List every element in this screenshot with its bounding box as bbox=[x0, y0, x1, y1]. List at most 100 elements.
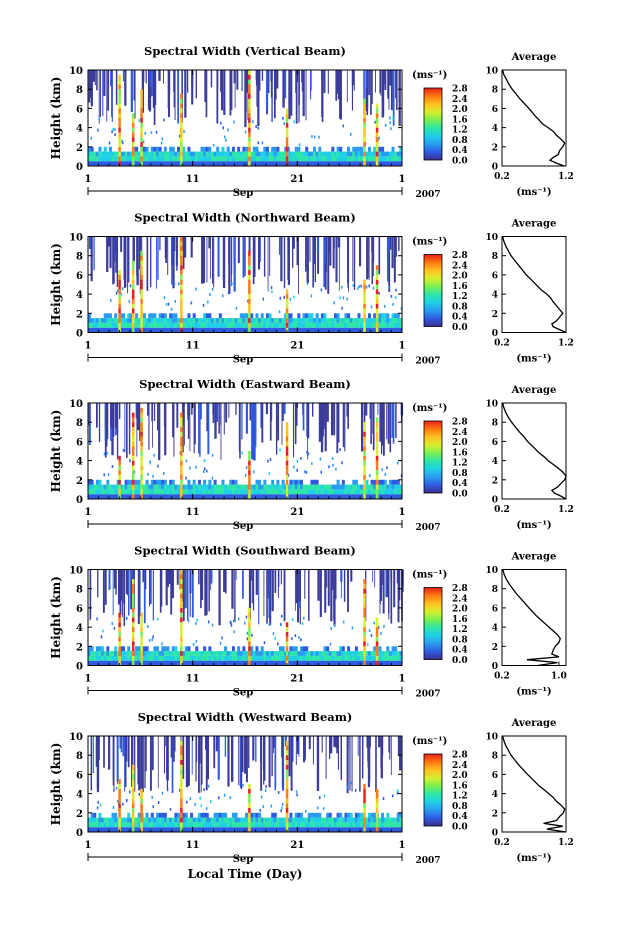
heatmap-cell bbox=[163, 156, 167, 162]
heatmap-cell bbox=[307, 318, 311, 323]
heatmap-cell bbox=[285, 651, 289, 656]
heatmap-cell bbox=[279, 156, 283, 162]
heatmap-cell bbox=[399, 827, 403, 832]
heatmap-cell bbox=[161, 484, 165, 490]
heatmap-cell bbox=[245, 817, 249, 823]
heatmap-cell bbox=[292, 318, 296, 323]
heatmap-cell bbox=[182, 322, 186, 328]
heatmap-cell bbox=[276, 822, 280, 828]
heatmap-cell bbox=[145, 318, 149, 323]
heatmap-cell bbox=[242, 161, 246, 166]
heatmap-cell bbox=[248, 279, 251, 285]
heatmap-cell bbox=[375, 313, 379, 319]
heatmap-cell bbox=[131, 161, 135, 166]
heatmap-cell bbox=[281, 655, 285, 661]
heatmap-cell bbox=[224, 322, 228, 328]
heatmap-cell bbox=[360, 660, 364, 666]
heatmap-cell bbox=[352, 494, 356, 499]
heatmap-cell bbox=[106, 651, 110, 656]
heatmap-cell bbox=[305, 322, 309, 328]
heatmap-cell bbox=[265, 494, 269, 499]
heatmap-cell bbox=[163, 403, 167, 427]
heatmap-cell bbox=[216, 318, 220, 323]
heatmap-cell bbox=[306, 450, 308, 454]
heatmap-cell bbox=[102, 70, 104, 117]
heatmap-cells bbox=[88, 403, 404, 499]
heatmap-cell bbox=[161, 651, 165, 656]
heatmap-cell bbox=[230, 736, 234, 782]
x-tick-label: 1 bbox=[85, 341, 92, 352]
heatmap-cell bbox=[180, 412, 183, 418]
heatmap-cell bbox=[388, 322, 392, 328]
heatmap-cell bbox=[137, 403, 140, 431]
heatmap-cell bbox=[382, 797, 385, 800]
heatmap-cell bbox=[161, 655, 165, 661]
heatmap-cell bbox=[342, 124, 345, 128]
y-axis-label: Height (km) bbox=[49, 243, 63, 326]
heatmap-cell bbox=[180, 313, 183, 319]
heatmap-cell bbox=[147, 70, 150, 110]
heatmap-cell bbox=[111, 655, 115, 661]
heatmap-cell bbox=[161, 156, 165, 162]
heatmap-cell bbox=[163, 651, 167, 656]
heatmap-cell bbox=[158, 827, 162, 832]
heatmap-cell bbox=[399, 736, 402, 771]
heatmap-cell bbox=[140, 641, 143, 647]
heatmap-cell bbox=[226, 651, 230, 656]
heatmap-cell bbox=[386, 156, 390, 162]
heatmap-cell bbox=[294, 322, 298, 328]
heatmap-cell bbox=[363, 822, 366, 828]
heatmap-cell bbox=[131, 422, 135, 427]
heatmap-cell bbox=[391, 822, 395, 828]
heatmap-cell bbox=[386, 494, 390, 499]
heatmap-cell bbox=[122, 70, 125, 82]
heatmap-cell bbox=[164, 403, 167, 456]
heatmap-cell bbox=[171, 817, 175, 823]
heatmap-cell bbox=[197, 494, 201, 499]
heatmap-cell bbox=[180, 417, 183, 423]
heatmap-cell bbox=[394, 161, 398, 166]
heatmap-cell bbox=[180, 784, 183, 789]
heatmap-cell bbox=[205, 736, 208, 791]
heatmap-cell bbox=[93, 489, 97, 495]
heatmap-cell bbox=[242, 236, 245, 278]
heatmap-cell bbox=[153, 479, 157, 485]
heatmap-cell bbox=[294, 651, 298, 656]
heatmap-cell bbox=[375, 446, 379, 451]
heatmap-cell bbox=[292, 736, 294, 762]
heatmap-cell bbox=[203, 484, 207, 490]
heatmap-cell bbox=[260, 651, 264, 656]
heatmap-cell bbox=[174, 827, 178, 832]
heatmap-cell bbox=[108, 327, 112, 333]
heatmap-cell bbox=[108, 822, 112, 828]
heatmap-cell bbox=[131, 279, 135, 285]
heatmap-cell bbox=[111, 494, 115, 499]
heatmap-cell bbox=[344, 494, 348, 499]
heatmap-cell bbox=[133, 236, 135, 257]
heatmap-cell bbox=[245, 151, 249, 157]
heatmap-cell bbox=[380, 403, 383, 454]
heatmap-cell bbox=[297, 479, 301, 485]
heatmap-cell bbox=[131, 479, 135, 485]
heatmap-cell bbox=[88, 236, 91, 250]
heatmap-cell bbox=[174, 70, 176, 121]
heatmap-cell bbox=[145, 655, 149, 661]
heatmap-cell bbox=[205, 322, 209, 328]
heatmap-cell bbox=[284, 161, 288, 166]
x-tick-label: 21 bbox=[290, 174, 304, 185]
heatmap-cell bbox=[317, 236, 320, 274]
heatmap-cell bbox=[233, 70, 236, 84]
heatmap-cell bbox=[111, 156, 115, 162]
heatmap-cell bbox=[180, 146, 183, 152]
profile-y-tick-label: 8 bbox=[492, 752, 498, 762]
heatmap-cell bbox=[248, 142, 251, 147]
heatmap-cell bbox=[388, 660, 392, 666]
heatmap-cell bbox=[349, 660, 353, 666]
heatmap-cell bbox=[180, 241, 183, 247]
heatmap-cell bbox=[360, 284, 362, 288]
heatmap-cell bbox=[305, 151, 309, 157]
heatmap-cell bbox=[140, 289, 143, 295]
heatmap-cell bbox=[197, 156, 201, 162]
heatmap-cell bbox=[255, 313, 259, 319]
heatmap-cell bbox=[192, 817, 196, 823]
